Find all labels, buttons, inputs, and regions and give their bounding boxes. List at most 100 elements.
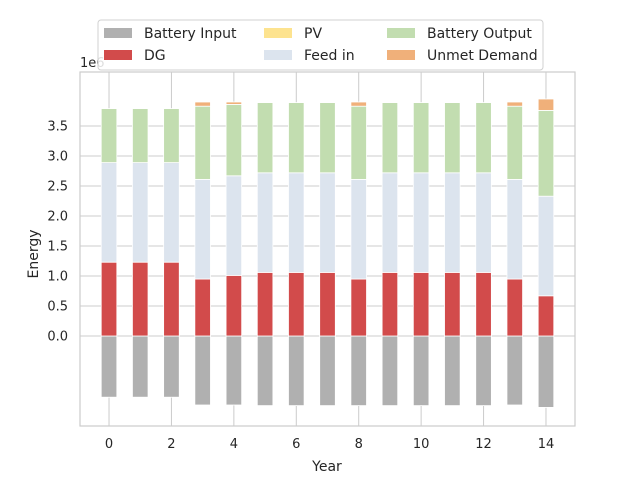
- bar-battery-output: [132, 108, 149, 163]
- bar-battery-output: [100, 108, 118, 163]
- plot-frame: [79, 71, 576, 427]
- bar-unmet-demand: [537, 98, 555, 111]
- bar-battery-input: [412, 335, 430, 406]
- y-tick-label: 1.5: [47, 240, 68, 255]
- bar-dg: [475, 271, 492, 337]
- legend-label: Feed in: [304, 48, 355, 64]
- bar-dg: [163, 261, 180, 337]
- legend-frame: [97, 19, 544, 71]
- x-tick-label: 2: [167, 437, 175, 452]
- bar-battery-input: [444, 335, 461, 406]
- bar-dg: [225, 274, 243, 337]
- legend-label: Unmet Demand: [427, 48, 538, 64]
- bar-dg: [381, 271, 399, 337]
- bar-battery-input: [100, 335, 118, 398]
- bar-battery-input: [163, 335, 180, 398]
- y-tick-label: 0.0: [47, 330, 68, 345]
- bar-battery-output: [506, 105, 523, 180]
- bar-unmet-demand: [350, 101, 367, 107]
- bar-feed-in: [412, 172, 430, 273]
- bar-unmet-demand: [225, 101, 243, 105]
- bar-feed-in: [225, 175, 243, 276]
- bar-dg: [132, 261, 149, 337]
- x-axis-label: Year: [311, 459, 342, 475]
- bar-battery-input: [350, 335, 367, 406]
- bar-feed-in: [444, 172, 461, 273]
- legend-swatch: [264, 50, 292, 60]
- legend-label: DG: [144, 48, 166, 64]
- bar-dg: [194, 278, 211, 337]
- bar-dg: [288, 271, 305, 337]
- x-tick-label: 4: [230, 437, 238, 452]
- bar-feed-in: [350, 178, 367, 280]
- y-tick-label: 1.0: [47, 270, 68, 285]
- legend-swatch: [104, 28, 132, 38]
- bar-dg: [412, 271, 430, 337]
- bar-battery-output: [319, 102, 336, 174]
- y-tick-label: 3.5: [47, 120, 68, 135]
- y-tick-label: 0.5: [47, 300, 68, 315]
- bar-battery-output: [288, 102, 305, 174]
- legend-swatch: [104, 50, 132, 60]
- bar-feed-in: [163, 162, 180, 263]
- bar-battery-input: [537, 335, 555, 408]
- bar-feed-in: [288, 172, 305, 273]
- bar-feed-in: [100, 162, 118, 263]
- bar-battery-output: [194, 105, 211, 180]
- y-tick-label: 3.0: [47, 150, 68, 165]
- legend-label: Battery Output: [427, 26, 532, 42]
- bar-dg: [319, 271, 336, 337]
- legend-swatch: [387, 50, 415, 60]
- bar-dg: [506, 278, 523, 337]
- bar-battery-output: [537, 110, 555, 197]
- bar-unmet-demand: [194, 101, 211, 107]
- bar-battery-output: [444, 102, 461, 174]
- bar-battery-output: [412, 102, 430, 174]
- legend-label: Battery Input: [144, 26, 237, 42]
- bar-battery-output: [350, 105, 367, 180]
- bar-dg: [256, 271, 274, 337]
- bar-feed-in: [537, 195, 555, 297]
- y-tick-label: 2.0: [47, 210, 68, 225]
- bar-battery-output: [475, 102, 492, 174]
- bar-feed-in: [506, 178, 523, 280]
- bar-unmet-demand: [506, 101, 523, 107]
- bar-feed-in: [256, 172, 274, 273]
- bar-feed-in: [381, 172, 399, 273]
- bar-battery-output: [256, 102, 274, 174]
- bar-battery-output: [163, 108, 180, 163]
- y-tick-labels: 0.0 0.5 1.0 1.5 2.0 2.5 3.0 3.5: [47, 120, 68, 345]
- bar-dg: [537, 295, 555, 337]
- bar-dg: [350, 278, 367, 337]
- x-tick-label: 10: [413, 437, 430, 452]
- bar-dg: [444, 271, 461, 337]
- bar-battery-input: [288, 335, 305, 406]
- bar-battery-output: [225, 104, 243, 177]
- bar-battery-output: [381, 102, 399, 174]
- x-tick-label: 14: [538, 437, 555, 452]
- bar-battery-input: [381, 335, 399, 406]
- x-tick-label: 6: [292, 437, 300, 452]
- bar-feed-in: [475, 172, 492, 273]
- bars: [100, 98, 555, 408]
- x-tick-label: 8: [355, 437, 363, 452]
- bar-battery-input: [506, 335, 523, 406]
- bar-battery-input: [225, 335, 243, 406]
- legend: Battery Input DG PV Feed in Battery Output Un…: [97, 19, 544, 71]
- bar-battery-input: [475, 335, 492, 406]
- y-axis-label: Energy: [26, 229, 42, 278]
- x-tick-label: 12: [475, 437, 492, 452]
- x-tick-label: 0: [105, 437, 113, 452]
- bar-battery-input: [319, 335, 336, 406]
- bar-battery-input: [256, 335, 274, 406]
- bar-battery-input: [132, 335, 149, 398]
- legend-swatch: [387, 28, 415, 38]
- bar-dg: [100, 261, 118, 337]
- legend-swatch: [264, 28, 292, 38]
- bar-feed-in: [132, 162, 149, 263]
- legend-label: PV: [304, 26, 322, 42]
- bar-feed-in: [319, 172, 336, 273]
- bar-battery-input: [194, 335, 211, 406]
- y-tick-label: 2.5: [47, 180, 68, 195]
